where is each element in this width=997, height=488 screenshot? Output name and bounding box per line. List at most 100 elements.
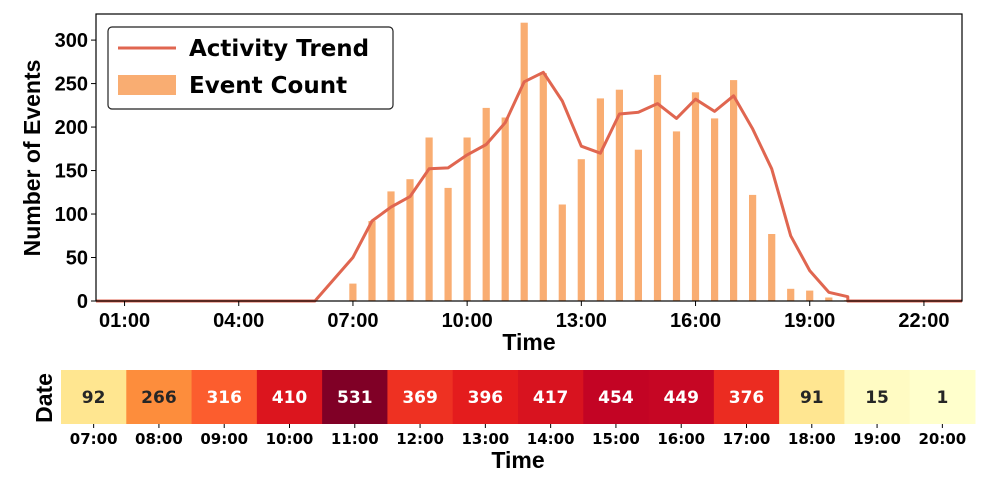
heatmap-tick-label: 09:00 <box>200 430 248 448</box>
heatmap-cell <box>583 370 650 424</box>
bar <box>406 179 414 301</box>
heatmap-cell <box>518 370 584 424</box>
heatmap-cell-value: 396 <box>468 388 504 408</box>
y-tick-label: 150 <box>55 161 88 183</box>
bar <box>634 149 642 301</box>
plot-frame <box>95 13 963 302</box>
heatmap-cell-value: 266 <box>141 388 177 408</box>
heatmap-chart: 92 266 316 410 531 369 396 417 454 449 376 91 15 1 07… <box>31 370 976 473</box>
heatmap-tick-label: 15:00 <box>592 430 640 448</box>
heatmap-tick-label: 12:00 <box>396 430 444 448</box>
bar <box>501 117 509 301</box>
bar <box>653 74 662 302</box>
heatmap-cell-value: 454 <box>598 388 634 408</box>
bar <box>615 89 623 301</box>
heatmap-cell-value: 91 <box>800 388 824 408</box>
heatmap-y-axis-label: Date <box>31 373 57 423</box>
bar <box>596 98 604 302</box>
x-tick-label: 19:00 <box>784 310 835 332</box>
y-tick-label: 0 <box>77 291 88 313</box>
y-tick-label: 200 <box>55 117 88 139</box>
heatmap-tick-label: 16:00 <box>657 430 705 448</box>
y-tick-label: 250 <box>55 74 88 96</box>
bar <box>768 234 776 301</box>
x-tick-label: 13:00 <box>556 310 607 332</box>
y-axis-label: Number of Events <box>19 60 45 257</box>
x-axis-label: Time <box>502 329 555 355</box>
heatmap-cell-value: 92 <box>82 388 106 408</box>
x-tick-label: 16:00 <box>670 310 721 332</box>
activity-trend-line <box>96 70 962 303</box>
heatmap-cell <box>844 370 911 424</box>
bar <box>368 221 376 301</box>
x-axis-ticks: 01:00 04:00 07:00 10:00 13:00 16:00 19:00 22:00 <box>99 301 950 332</box>
heatmap-tick-label: 18:00 <box>788 430 836 448</box>
heatmap-cell <box>191 370 258 424</box>
y-tick-label: 50 <box>66 248 88 270</box>
heatmap-cell-value: 316 <box>206 388 242 408</box>
bar <box>711 118 719 302</box>
bar <box>425 137 433 301</box>
heatmap-cell-value: 369 <box>402 388 438 408</box>
heatmap-cell <box>713 370 780 424</box>
heatmap-cell <box>61 370 127 424</box>
heatmap-tick-label: 13:00 <box>461 430 509 448</box>
bar <box>749 194 757 301</box>
legend: Activity Trend Event Count <box>107 26 394 110</box>
bar <box>387 191 395 301</box>
heatmap-tick-label: 08:00 <box>135 430 183 448</box>
heatmap-cell-value: 531 <box>337 388 373 408</box>
bar <box>577 159 585 301</box>
bar <box>558 204 566 301</box>
legend-box <box>107 26 394 110</box>
heatmap-cell <box>322 370 388 424</box>
heatmap-cell-value: 449 <box>663 388 699 408</box>
heatmap-cell <box>387 370 454 424</box>
bar <box>482 107 490 302</box>
heatmap-cell <box>648 370 715 424</box>
bar <box>349 283 357 301</box>
bar <box>787 288 795 301</box>
bar <box>691 92 700 301</box>
legend-bar-swatch <box>118 75 176 95</box>
heatmap-cell-value: 376 <box>729 388 765 408</box>
heatmap-cell <box>909 370 976 424</box>
heatmap-cell <box>256 370 323 424</box>
heatmap-cell-value: 417 <box>533 388 569 408</box>
bar <box>539 73 547 301</box>
x-tick-label: 22:00 <box>898 310 949 332</box>
y-tick-label: 300 <box>55 30 88 52</box>
y-axis-ticks: 0 50 100 150 200 250 300 <box>55 30 96 313</box>
bar <box>730 80 738 301</box>
heatmap-cell <box>126 370 193 424</box>
heatmap-cells: 92 266 316 410 531 369 396 417 454 449 376 91 15 1 <box>61 370 976 424</box>
heatmap-cell-value: 1 <box>936 388 948 408</box>
bar <box>825 297 833 301</box>
bar <box>444 187 452 301</box>
heatmap-cell-value: 15 <box>865 388 889 408</box>
x-tick-label: 07:00 <box>327 310 378 332</box>
heatmap-cell <box>452 370 519 424</box>
bar <box>463 137 471 301</box>
x-tick-label: 01:00 <box>99 310 150 332</box>
heatmap-tick-label: 19:00 <box>853 430 901 448</box>
heatmap-tick-label: 20:00 <box>918 430 966 448</box>
legend-label-event-count: Event Count <box>189 73 347 99</box>
x-tick-label: 04:00 <box>213 310 264 332</box>
heatmap-tick-label: 10:00 <box>266 430 314 448</box>
heatmap-cell-value: 410 <box>272 388 308 408</box>
y-tick-label: 100 <box>55 204 88 226</box>
heatmap-tick-label: 11:00 <box>331 430 379 448</box>
heatmap-tick-label: 07:00 <box>70 430 118 448</box>
x-tick-label: 10:00 <box>442 310 493 332</box>
heatmap-tick-label: 17:00 <box>723 430 771 448</box>
heatmap-x-ticks: 07:00 08:00 09:00 10:00 11:00 12:00 13:00 14:00… <box>70 424 966 448</box>
heatmap-tick-label: 14:00 <box>527 430 575 448</box>
bar <box>806 290 814 301</box>
legend-label-activity-trend: Activity Trend <box>189 36 369 62</box>
heatmap-x-axis-label: Time <box>491 447 544 473</box>
bar <box>672 131 681 301</box>
activity-chart: 0 50 100 150 200 250 300 01:00 04:00 07:00 10:00 1… <box>19 13 963 355</box>
bar <box>520 22 528 301</box>
